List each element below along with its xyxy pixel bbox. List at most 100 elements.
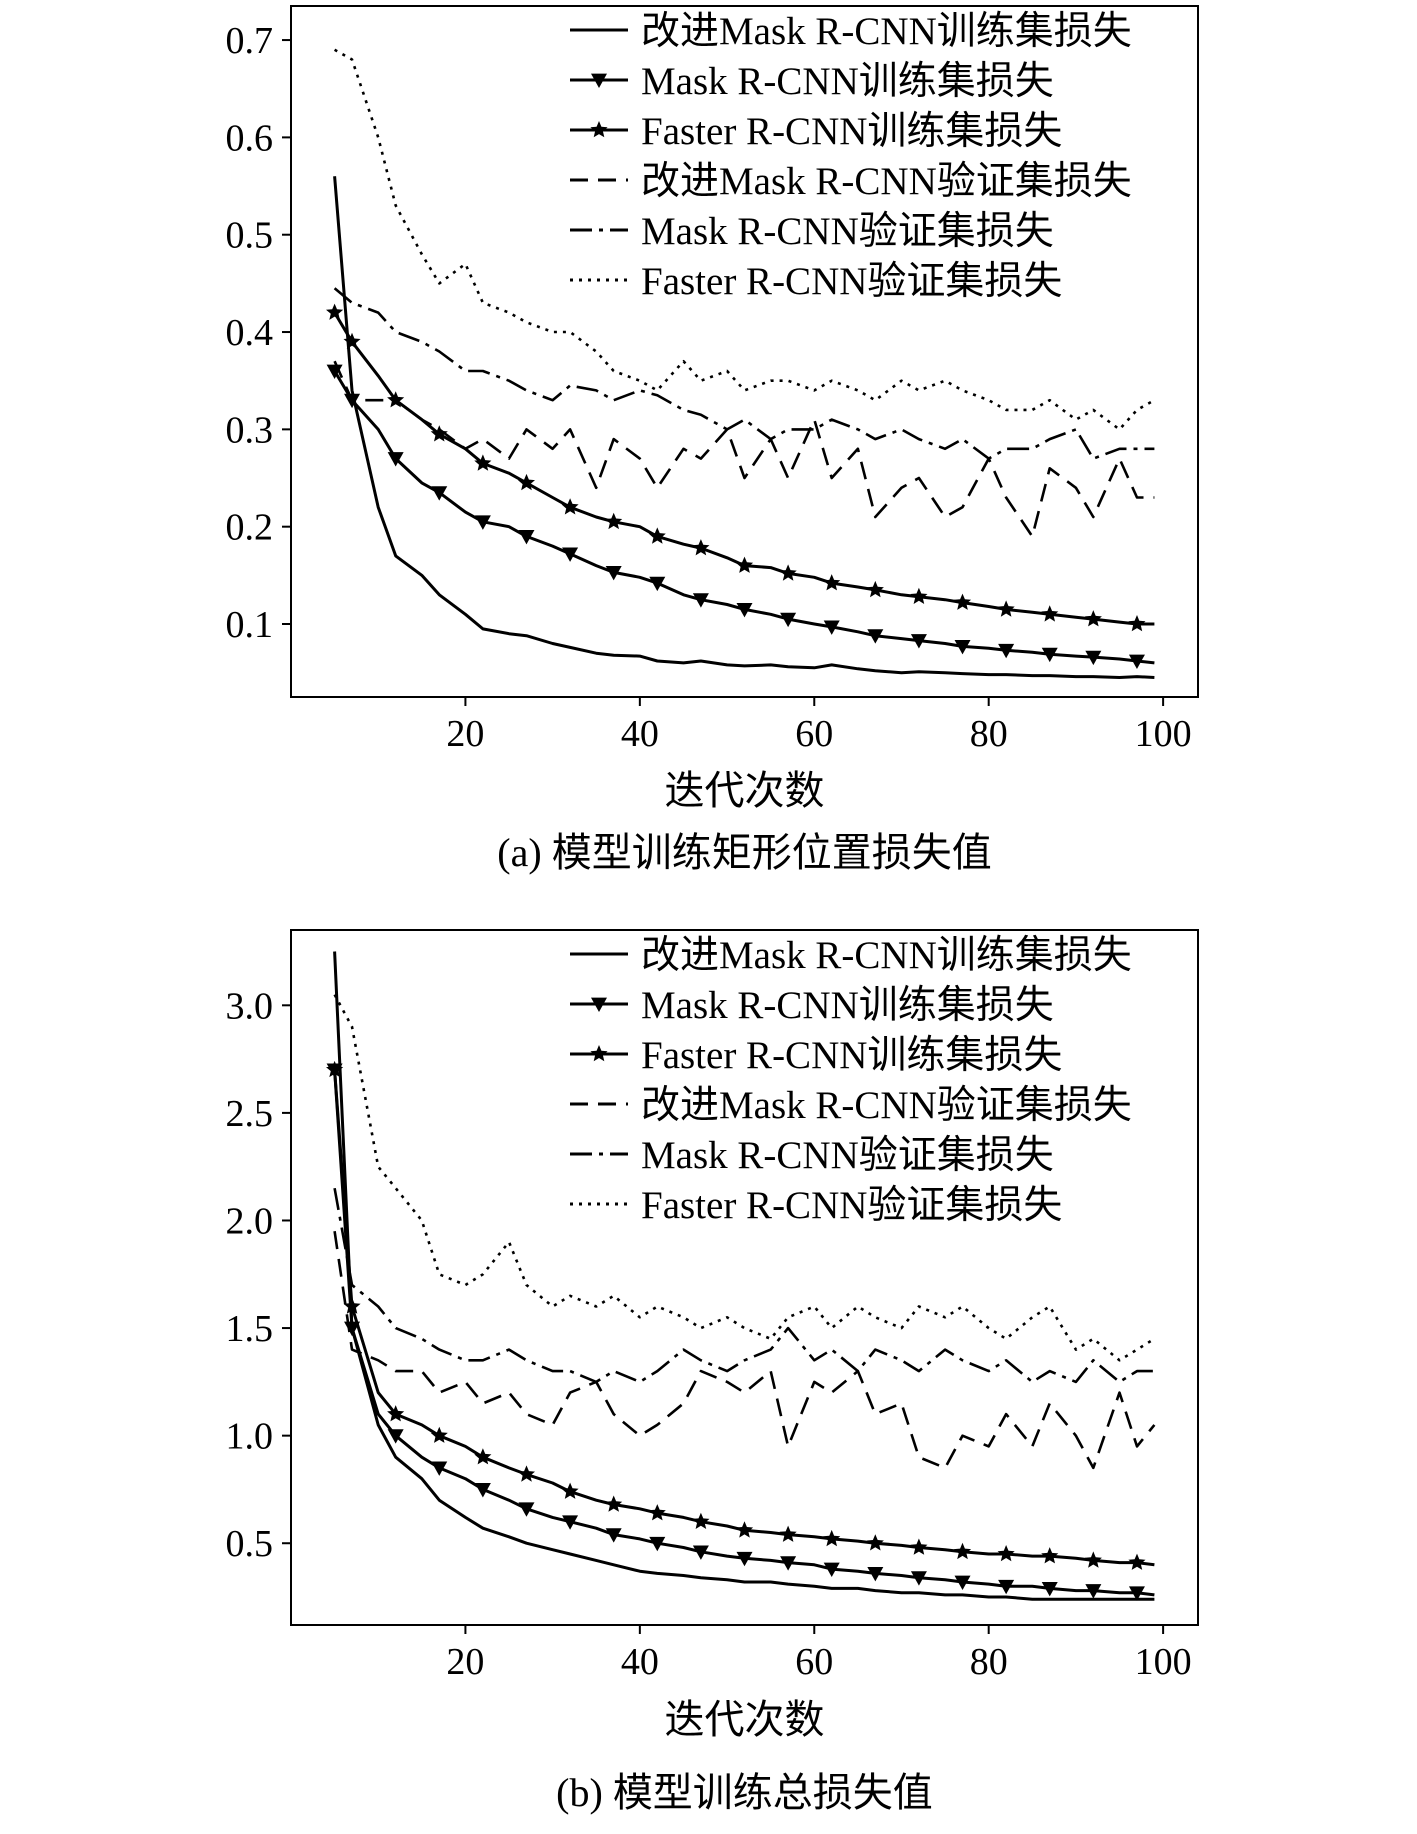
data-point: [517, 473, 535, 491]
data-point: [474, 515, 491, 530]
data-point: [605, 566, 622, 581]
series-line-2: [333, 311, 1155, 626]
data-point: [692, 593, 709, 608]
data-point: [954, 1575, 971, 1590]
legend-label-3: 改进Mask R-CNN验证集损失: [641, 1084, 1132, 1127]
series-line-3: [333, 1231, 1156, 1470]
y-tick-label: 0.5: [226, 215, 274, 257]
data-point: [1085, 650, 1102, 666]
y-tick-label: 0.7: [226, 20, 274, 62]
data-point: [343, 332, 361, 349]
legend-label-5: Faster R-CNN验证集损失: [641, 1184, 1062, 1227]
series-line-3: [333, 360, 1155, 538]
panel-caption: (b) 模型训练总损失值: [556, 1770, 933, 1815]
data-point: [387, 1405, 405, 1422]
data-point: [387, 1429, 404, 1444]
data-point: [648, 1504, 666, 1521]
data-point: [1128, 654, 1145, 669]
data-point: [954, 593, 972, 610]
data-point: [736, 603, 753, 618]
legend-label-0: 改进Mask R-CNN训练集损失: [641, 934, 1132, 977]
data-point: [431, 1461, 448, 1476]
data-point: [910, 634, 927, 649]
y-tick-label: 0.4: [226, 312, 274, 354]
data-point: [430, 1426, 448, 1443]
data-point: [649, 576, 666, 592]
data-point: [823, 574, 841, 591]
chart-panel-a: 20 40 60 80 100 0.1 0.2 0.3 0.4 0.5 0.6 0.7 改进Mask R…: [226, 5, 1199, 875]
data-point: [998, 1579, 1015, 1595]
data-point: [1128, 1586, 1145, 1601]
x-tick-label: 60: [795, 1641, 833, 1683]
data-point: [867, 629, 884, 644]
x-tick-label: 80: [970, 1641, 1008, 1683]
x-tick-label: 60: [795, 713, 833, 755]
data-point: [823, 620, 840, 635]
legend-label-3: 改进Mask R-CNN验证集损失: [641, 160, 1132, 203]
data-point: [866, 580, 884, 598]
data-point: [997, 1545, 1015, 1562]
data-point: [326, 1060, 344, 1078]
x-tick-label: 100: [1135, 1641, 1192, 1683]
data-point: [1084, 610, 1102, 627]
data-point: [692, 1545, 709, 1560]
x-axis-label: 迭代次数: [665, 1697, 825, 1742]
data-point: [1041, 647, 1058, 663]
data-point: [518, 1502, 535, 1517]
data-point: [954, 1542, 972, 1560]
series-line-4: [333, 287, 1155, 460]
data-point: [605, 512, 623, 530]
data-point: [867, 1566, 884, 1582]
data-point: [562, 547, 579, 562]
data-point: [779, 564, 797, 581]
data-point: [823, 1562, 840, 1578]
legend-label-1: Mask R-CNN训练集损失: [641, 60, 1054, 103]
data-point: [518, 530, 535, 545]
data-point: [823, 1529, 841, 1547]
data-point: [605, 1495, 623, 1512]
panel-caption: (a) 模型训练矩形位置损失值: [497, 830, 991, 875]
data-point: [474, 1483, 491, 1498]
y-tick-label: 0.2: [226, 507, 274, 549]
data-point: [910, 587, 928, 604]
legend-marker: [590, 121, 608, 138]
data-point: [605, 1528, 622, 1543]
data-point: [866, 1534, 884, 1551]
data-point: [430, 425, 448, 442]
legend-marker: [591, 997, 607, 1012]
y-tick-label: 0.5: [226, 1523, 274, 1565]
y-tick-label: 3.0: [226, 985, 274, 1027]
y-tick-label: 1.5: [226, 1308, 274, 1350]
chart-panel-b: 20 40 60 80 100 0.5 1.0 1.5 2.0 2.5 3.0 改进Mask R-CN…: [226, 929, 1199, 1815]
data-point: [343, 1297, 361, 1314]
x-tick-label: 20: [446, 1641, 484, 1683]
data-point: [735, 556, 754, 573]
data-point: [648, 527, 666, 544]
data-point: [910, 1571, 927, 1586]
y-tick-label: 2.0: [226, 1200, 274, 1242]
series-line-4: [333, 1187, 1155, 1384]
data-point: [431, 486, 448, 501]
data-point: [692, 539, 710, 556]
data-point: [387, 452, 404, 467]
data-point: [779, 1525, 797, 1542]
data-point: [474, 454, 492, 471]
data-point: [1041, 1547, 1059, 1564]
data-point: [910, 1538, 928, 1555]
data-point: [1085, 1584, 1102, 1599]
data-point: [736, 1551, 753, 1567]
data-point: [474, 1448, 492, 1465]
series-line-0: [333, 951, 1155, 1601]
series-line-1: [333, 370, 1155, 665]
data-point: [735, 1521, 754, 1538]
data-point: [780, 1556, 797, 1571]
data-point: [954, 639, 971, 655]
x-tick-label: 40: [621, 713, 659, 755]
data-point: [1128, 1553, 1146, 1570]
data-point: [326, 303, 344, 320]
x-tick-label: 80: [970, 713, 1008, 755]
data-point: [649, 1536, 666, 1552]
data-point: [1128, 615, 1146, 632]
y-tick-label: 0.1: [226, 604, 274, 646]
data-point: [562, 1515, 579, 1530]
